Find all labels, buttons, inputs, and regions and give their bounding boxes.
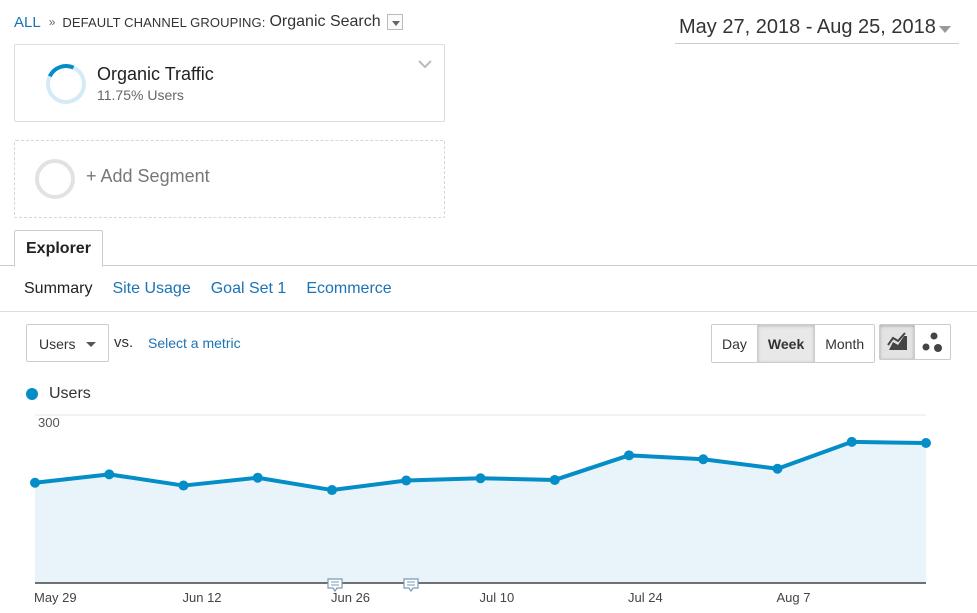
data-point[interactable]: [698, 454, 709, 465]
x-tick-label: Jun 26: [331, 590, 370, 605]
area-fill: [35, 441, 926, 583]
data-point[interactable]: [624, 450, 634, 461]
data-point[interactable]: [401, 475, 412, 486]
data-point[interactable]: [846, 436, 857, 447]
metric-select[interactable]: Users: [26, 324, 109, 362]
tab-bar: Explorer: [0, 230, 977, 267]
motion-chart-icon[interactable]: [915, 325, 950, 359]
metric-select-value: Users: [39, 336, 76, 352]
legend-label: Users: [49, 385, 91, 402]
annotation-icon[interactable]: [403, 578, 419, 593]
data-point[interactable]: [327, 485, 337, 496]
segment-subtitle: 11.75% Users: [97, 87, 184, 103]
segment-title: Organic Traffic: [97, 64, 214, 84]
data-point[interactable]: [178, 480, 189, 491]
data-point[interactable]: [921, 438, 931, 448]
chevron-down-icon: [86, 342, 96, 347]
month-button[interactable]: Month: [815, 325, 875, 362]
breadcrumb-dimension: DEFAULT CHANNEL GROUPING:: [62, 14, 266, 30]
week-button[interactable]: Week: [757, 325, 816, 362]
breadcrumb-all-link[interactable]: ALL: [14, 13, 41, 31]
segment-ring-icon: [40, 58, 92, 110]
data-point[interactable]: [475, 473, 486, 484]
breadcrumb-value: Organic Search: [269, 13, 381, 30]
tab-explorer[interactable]: Explorer: [14, 230, 103, 267]
segment-ring-icon: [35, 159, 75, 199]
data-point[interactable]: [30, 477, 40, 488]
add-segment-label: + Add Segment: [86, 166, 210, 186]
line-chart-icon[interactable]: [880, 325, 915, 359]
vs-label: vs.: [114, 334, 134, 351]
data-point[interactable]: [252, 472, 263, 483]
add-segment-card[interactable]: + Add Segment: [14, 140, 445, 218]
x-tick-label: May 29: [34, 590, 77, 605]
period-toggle-group: Day Week Month: [711, 324, 876, 363]
x-tick-label: Jun 12: [183, 590, 222, 605]
date-range-text: May 27, 2018 - Aug 25, 2018: [679, 16, 936, 38]
chart-view-toggle: [879, 324, 951, 360]
segment-card-organic-traffic[interactable]: Organic Traffic 11.75% Users: [14, 44, 445, 122]
day-button[interactable]: Day: [712, 325, 758, 362]
x-tick-label: Jul 10: [480, 590, 515, 605]
data-point[interactable]: [549, 474, 560, 485]
chart-legend: Users: [26, 385, 91, 403]
legend-dot: [26, 388, 38, 400]
subtab-ecommerce[interactable]: Ecommerce: [306, 279, 392, 297]
data-point[interactable]: [772, 463, 783, 474]
annotation-icon[interactable]: [327, 578, 343, 593]
x-tick-label: Aug 7: [777, 590, 811, 605]
breadcrumb-separator: »: [48, 15, 56, 29]
select-metric-link[interactable]: Select a metric: [148, 335, 241, 351]
subtab-bar: Summary Site Usage Goal Set 1 Ecommerce: [0, 266, 977, 312]
data-point[interactable]: [104, 469, 115, 480]
subtab-goal-set-1[interactable]: Goal Set 1: [210, 279, 287, 297]
subtab-summary[interactable]: Summary: [24, 279, 93, 297]
chevron-down-icon: [939, 26, 951, 33]
y-tick-label: 300: [38, 415, 60, 430]
subtab-site-usage[interactable]: Site Usage: [112, 279, 191, 297]
breadcrumb-dropdown-icon[interactable]: [386, 14, 403, 30]
x-tick-label: Jul 24: [628, 590, 663, 605]
date-range-picker[interactable]: May 27, 2018 - Aug 25, 2018: [675, 16, 959, 44]
chevron-down-icon[interactable]: [418, 57, 432, 71]
breadcrumb: ALL » DEFAULT CHANNEL GROUPING: Organic …: [14, 13, 403, 31]
